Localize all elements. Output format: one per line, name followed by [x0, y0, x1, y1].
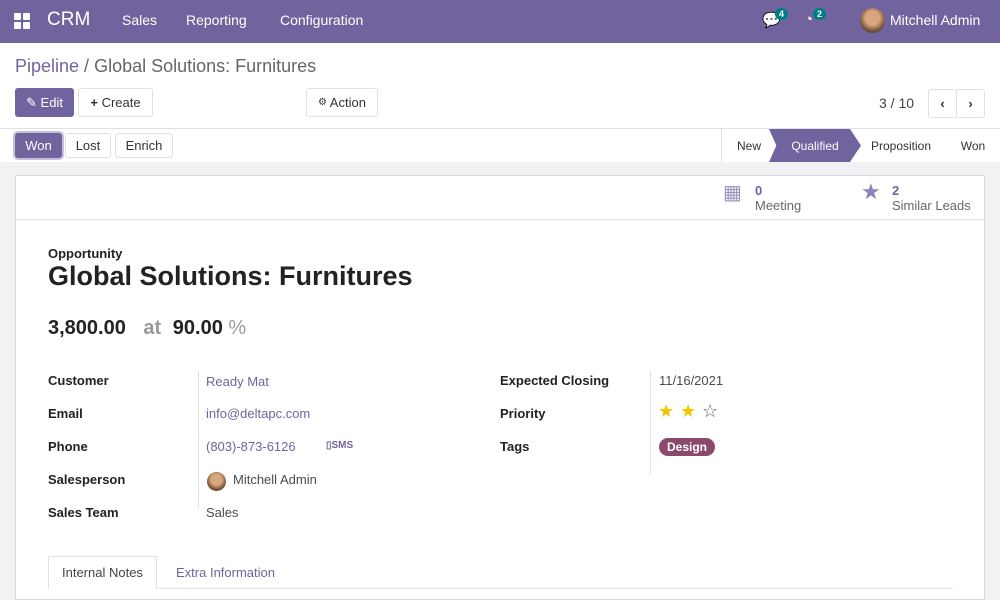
plus-icon: + [90, 95, 102, 110]
priority-star-empty-icon[interactable]: ☆ [702, 401, 719, 421]
edit-button[interactable]: ✎ Edit [15, 88, 74, 117]
probability: 90.00 [172, 317, 223, 339]
lost-button[interactable]: Lost [65, 133, 111, 158]
enrich-button[interactable]: Enrich [115, 133, 173, 158]
meeting-smart-button[interactable]: ▦ 0 Meeting [723, 183, 801, 213]
chevron-right-icon: › [968, 96, 973, 111]
tab-internal-notes[interactable]: Internal Notes [48, 556, 157, 589]
tab-extra-information[interactable]: Extra Information [176, 565, 275, 580]
meeting-label: Meeting [755, 198, 802, 213]
similar-leads-smart-button[interactable]: ★ 2 Similar Leads [861, 179, 971, 214]
button-box: ▦ 0 Meeting ★ 2 Similar Leads [16, 176, 984, 220]
menu-sales[interactable]: Sales [122, 12, 158, 28]
field-divider [650, 371, 651, 474]
action-label: Action [329, 95, 366, 110]
record-type: Opportunity [48, 246, 123, 261]
record-title: Global Solutions: Furnitures [48, 261, 413, 291]
similar-leads-count: 2 [892, 183, 900, 198]
calendar-icon: ▦ [723, 182, 742, 204]
breadcrumb-current: Global Solutions: Furnitures [94, 56, 317, 76]
salesperson-avatar [207, 472, 226, 491]
customer-label: Customer [48, 373, 109, 388]
breadcrumb-pipeline[interactable]: Pipeline [15, 56, 80, 76]
email-field[interactable]: info@deltapc.com [206, 406, 311, 421]
user-menu[interactable]: Mitchell Admin [890, 12, 981, 28]
pager-previous-button[interactable]: ‹ [928, 89, 957, 118]
stage-new[interactable]: New [736, 138, 761, 153]
top-navbar: CRM Sales Reporting Configuration 💬 4 ◔ … [0, 0, 1000, 43]
percent-sign: % [228, 317, 247, 339]
phone-label: Phone [48, 439, 88, 454]
apps-menu-icon[interactable] [14, 13, 30, 29]
breadcrumb: Pipeline / Global Solutions: Furnitures [15, 56, 317, 76]
expected-revenue: 3,800.00 [48, 317, 126, 339]
activities-icon[interactable]: ◔ [804, 11, 814, 28]
customer-field[interactable]: Ready Mat [206, 374, 269, 389]
sms-button[interactable]: ▯SMS [326, 440, 353, 451]
tabs-divider [48, 588, 953, 589]
chevron-left-icon: ‹ [940, 96, 945, 111]
salesperson-field[interactable]: Mitchell Admin [233, 472, 317, 487]
mobile-icon: ▯ [326, 440, 332, 451]
stage-won[interactable]: Won [960, 138, 986, 153]
sales-team-label: Sales Team [48, 505, 119, 520]
phone-field[interactable]: (803)-873-6126 [206, 439, 296, 454]
app-name[interactable]: CRM [47, 9, 91, 30]
gear-icon: ⚙ [318, 97, 330, 108]
sms-label: SMS [331, 440, 354, 451]
similar-leads-label: Similar Leads [892, 198, 971, 213]
pencil-icon: ✎ [26, 94, 41, 110]
create-label: Create [101, 95, 141, 110]
field-divider [198, 371, 199, 508]
tag-design[interactable]: Design [659, 438, 716, 456]
priority-star-filled-icon[interactable]: ★ [658, 401, 675, 421]
divider [0, 128, 1000, 129]
won-button[interactable]: Won [15, 133, 62, 158]
expected-closing-label: Expected Closing [500, 373, 610, 388]
tags-label: Tags [500, 439, 530, 454]
user-avatar[interactable] [860, 8, 885, 33]
edit-label: Edit [40, 95, 63, 110]
create-button[interactable]: + Create [78, 88, 153, 117]
action-button[interactable]: ⚙ Action [306, 88, 378, 117]
salesperson-label: Salesperson [48, 472, 126, 487]
activities-badge: 2 [813, 8, 827, 20]
menu-configuration[interactable]: Configuration [280, 12, 364, 28]
stage-qualified[interactable]: Qualified [769, 129, 861, 162]
meeting-count: 0 [755, 183, 763, 198]
sales-team-field[interactable]: Sales [206, 505, 239, 520]
form-sheet: ▦ 0 Meeting ★ 2 Similar Leads Opportunity … [15, 175, 985, 600]
pager-next-button[interactable]: › [956, 89, 985, 118]
email-label: Email [48, 406, 83, 421]
at-label: at [143, 317, 162, 339]
statusbar-divider [721, 129, 722, 162]
messages-badge: 4 [775, 8, 789, 20]
star-icon: ★ [861, 179, 881, 204]
pager-value: 3 / 10 [879, 95, 915, 111]
expected-closing-field[interactable]: 11/16/2021 [659, 373, 724, 388]
priority-label: Priority [500, 406, 546, 421]
priority-star-filled-icon[interactable]: ★ [680, 401, 697, 421]
stage-proposition[interactable]: Proposition [870, 138, 932, 153]
menu-reporting[interactable]: Reporting [186, 12, 247, 28]
